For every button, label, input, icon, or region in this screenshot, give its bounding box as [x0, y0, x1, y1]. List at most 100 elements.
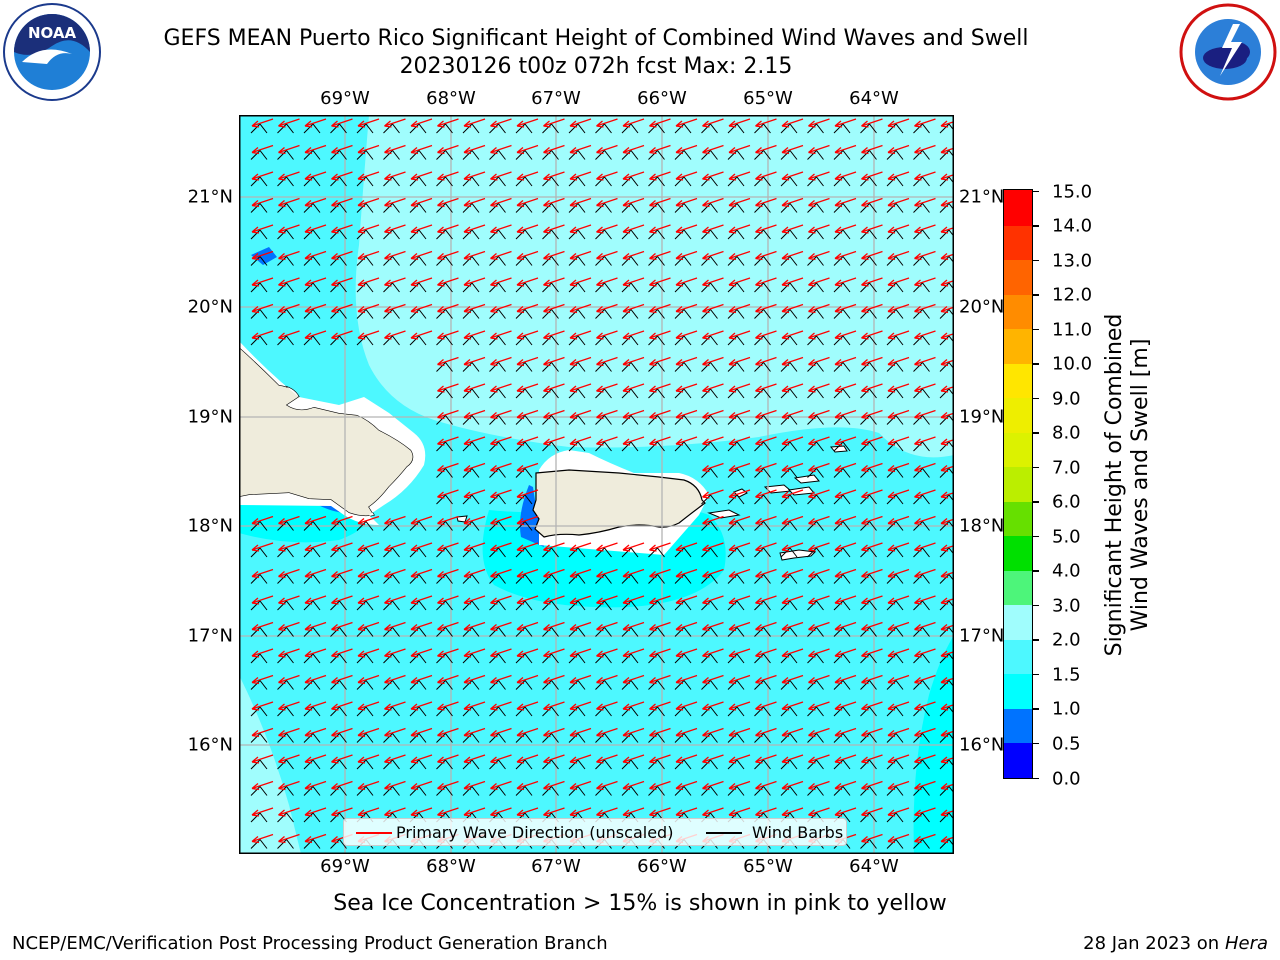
wave-direction-arrow	[437, 807, 459, 817]
wave-direction-arrow	[569, 542, 592, 552]
colorbar-tick-label: 1.5	[1052, 664, 1081, 686]
wave-direction-arrow	[649, 409, 671, 420]
wave-direction-arrow	[490, 489, 512, 499]
wave-direction-arrow	[437, 303, 459, 314]
wave-direction-arrow	[331, 621, 353, 632]
wave-direction-arrow	[940, 650, 954, 658]
wave-direction-arrow	[649, 197, 671, 208]
wave-direction-arrow	[887, 674, 910, 685]
wave-direction-arrow	[596, 144, 618, 155]
wave-direction-arrow	[940, 306, 954, 314]
wave-direction-arrow	[649, 727, 671, 738]
wind-barb-legend-label: Wind Barbs	[752, 823, 844, 842]
wave-direction-arrow	[410, 754, 433, 764]
wave-direction-arrow	[543, 595, 565, 605]
wave-direction-arrow	[516, 118, 539, 128]
wave-direction-arrow	[463, 754, 486, 764]
colorbar-tick	[1033, 328, 1039, 331]
lat-label-left: 16°N	[187, 734, 233, 756]
wave-direction-arrow	[357, 754, 380, 764]
wave-direction-arrow	[516, 595, 539, 605]
lon-label-top: 66°W	[637, 88, 687, 109]
wave-direction-arrow	[251, 224, 274, 234]
wave-direction-arrow	[728, 330, 751, 340]
wave-direction-arrow	[463, 462, 486, 473]
wave-direction-arrow	[940, 836, 954, 844]
wave-direction-arrow	[569, 250, 592, 261]
wave-direction-arrow	[781, 409, 804, 420]
wave-direction-arrow	[463, 807, 486, 817]
wave-direction-arrow	[675, 171, 698, 181]
wave-direction-arrow	[861, 197, 883, 208]
wave-direction-arrow	[728, 462, 751, 473]
wave-direction-arrow	[728, 277, 751, 287]
wave-direction-arrow	[861, 409, 883, 420]
wave-direction-arrow	[278, 780, 300, 791]
wave-direction-arrow	[808, 754, 830, 764]
wave-direction-arrow	[410, 648, 433, 658]
wave-direction-arrow	[278, 144, 300, 155]
wave-direction-arrow	[357, 118, 380, 128]
wave-direction-arrow	[914, 489, 936, 499]
wave-direction-arrow	[490, 674, 512, 685]
wave-direction-arrow	[808, 648, 830, 658]
wave-direction-arrow	[410, 727, 433, 738]
wave-direction-arrow	[622, 409, 645, 420]
wave-direction-arrow	[384, 780, 406, 791]
wave-direction-arrow	[463, 489, 486, 499]
wave-direction-arrow	[861, 462, 883, 473]
wave-direction-arrow	[384, 277, 406, 287]
lat-label-left: 19°N	[187, 406, 233, 428]
wave-direction-arrow	[622, 224, 645, 234]
wave-direction-arrow	[516, 515, 539, 526]
wave-direction-arrow	[516, 330, 539, 340]
wave-direction-arrow	[304, 515, 327, 526]
wave-direction-arrow	[596, 277, 618, 287]
wave-direction-arrow	[675, 224, 698, 234]
wave-direction-arrow	[437, 568, 459, 579]
wave-direction-arrow	[702, 754, 724, 764]
wave-direction-arrow	[781, 595, 804, 605]
wave-direction-arrow	[834, 701, 857, 711]
wave-direction-arrow	[940, 438, 954, 446]
wave-direction-arrow	[490, 515, 512, 526]
wave-direction-arrow	[755, 224, 777, 234]
wave-direction-arrow	[861, 674, 883, 685]
map-legend: Primary Wave Direction (unscaled) Wind B…	[343, 818, 847, 846]
wave-direction-arrow	[463, 171, 486, 181]
wave-direction-arrow	[728, 197, 751, 208]
wave-direction-arrow	[622, 303, 645, 314]
wave-direction-arrow	[861, 356, 883, 367]
wave-direction-arrow	[914, 250, 936, 261]
wave-direction-arrow	[940, 173, 954, 181]
wave-direction-arrow	[755, 621, 777, 632]
wave-direction-arrow	[649, 674, 671, 685]
wave-direction-arrow	[543, 621, 565, 632]
wave-direction-arrow	[622, 754, 645, 764]
wave-direction-arrow	[808, 277, 830, 287]
wave-direction-arrow	[569, 144, 592, 155]
lat-label-right: 17°N	[959, 625, 1005, 647]
wave-direction-arrow	[649, 754, 671, 764]
wave-direction-arrow	[781, 648, 804, 658]
wave-direction-arrow	[781, 489, 804, 499]
wave-direction-arrow	[675, 356, 698, 367]
wave-direction-arrow	[569, 595, 592, 605]
wave-direction-arrow	[384, 542, 406, 552]
wave-direction-arrow	[781, 754, 804, 764]
wave-direction-arrow	[940, 147, 954, 155]
wave-direction-arrow	[914, 171, 936, 181]
wave-direction-arrow	[755, 780, 777, 791]
wave-direction-arrow	[596, 356, 618, 367]
wave-direction-arrow	[887, 197, 910, 208]
colorbar-segment	[1004, 501, 1032, 537]
wave-direction-arrow	[437, 489, 459, 499]
wave-direction-arrow	[516, 436, 539, 446]
wave-direction-arrow	[357, 674, 380, 685]
footer-branch: NCEP/EMC/Verification Post Processing Pr…	[12, 933, 608, 954]
wave-direction-arrow	[755, 701, 777, 711]
wave-direction-arrow	[914, 303, 936, 314]
wave-direction-arrow	[649, 171, 671, 181]
wave-direction-arrow	[834, 171, 857, 181]
wave-direction-arrow	[861, 436, 883, 446]
